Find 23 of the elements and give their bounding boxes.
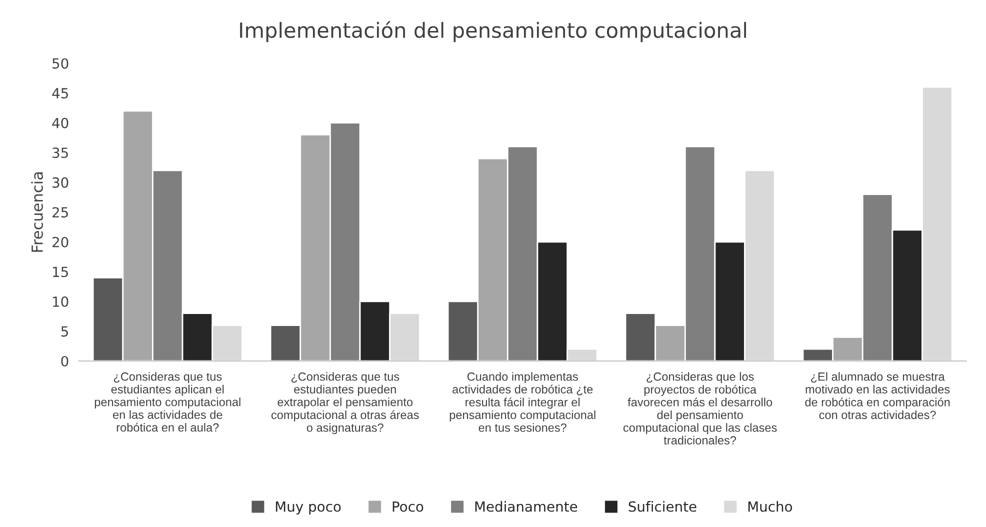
x-tick-label: ¿El alumnado se muestra motivado en las actividades de robótica en comparación con otras actividades?	[805, 372, 950, 420]
y-tick-label: 0	[61, 356, 68, 366]
y-tick-label: 50	[52, 58, 68, 69]
y-axis-title: Frecuencia	[31, 172, 43, 252]
legend-label: Muy poco	[276, 501, 341, 514]
y-tick-label: 30	[52, 177, 68, 188]
x-tick-label: ¿Consideras que los proyectos de robótica favorecen más el desarrollo del pensamiento computacional que las clases tradicionales?	[623, 372, 777, 445]
y-tick-label: 10	[53, 296, 68, 307]
x-tick-label: ¿Consideras que tus estudiantes pueden extrapolar el pensamiento computacional a otras áreas o asignaturas?	[271, 372, 419, 434]
legend-label: Mucho	[748, 501, 792, 512]
y-tick-label: 45	[52, 88, 68, 98]
y-tick-label: 40	[52, 118, 68, 128]
y-tick-label: 5	[61, 326, 68, 337]
y-tick-label: 20	[52, 236, 68, 248]
x-tick-label: Cuando implementas actividades de robótica ¿te resulta fácil integrar el pensamiento computacional en tus sesiones?	[450, 372, 596, 432]
y-tick-label: 35	[52, 148, 68, 158]
y-tick-label: 25	[52, 207, 68, 218]
legend-label: Medianamente	[475, 501, 578, 512]
legend-label: Suficiente	[628, 501, 696, 512]
x-tick-label: ¿Consideras que tus estudiantes aplican el pensamiento computacional en las actividades de robótica en el aula?	[94, 372, 240, 432]
y-tick-label: 15	[53, 266, 68, 278]
chart-title: Implementación del pensamiento computacional	[240, 21, 746, 42]
legend-label: Poco	[392, 501, 424, 512]
